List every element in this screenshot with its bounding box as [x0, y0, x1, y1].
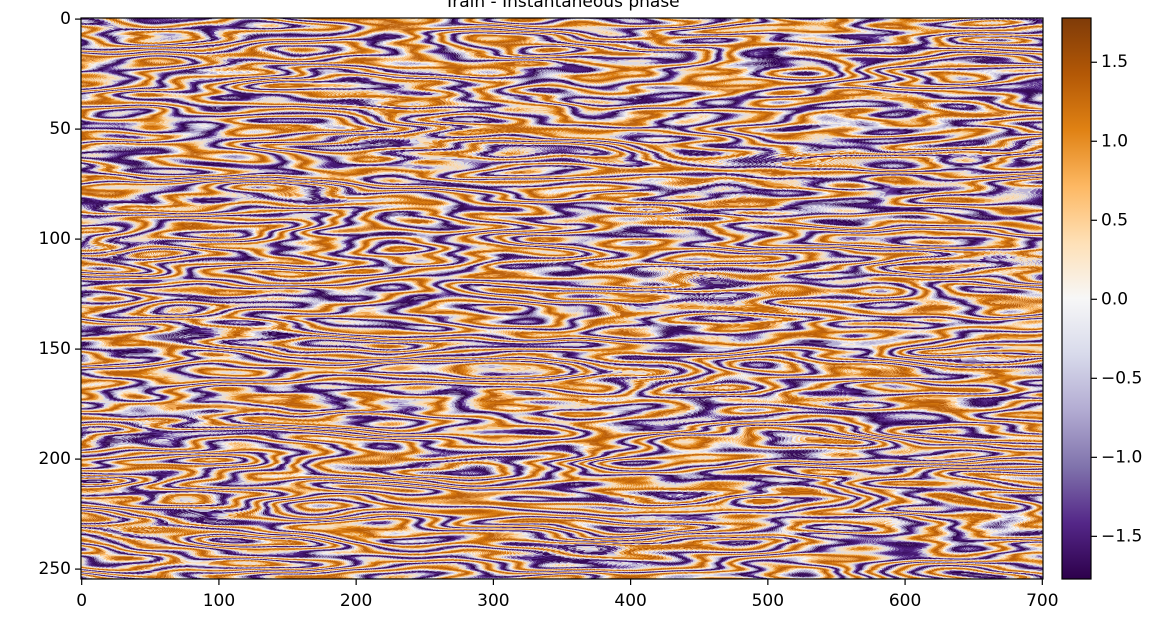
colorbar-tick-label: 1.5	[1101, 52, 1128, 72]
y-tick-label: 150	[39, 339, 71, 359]
image-area	[81, 18, 1043, 579]
colorbar-tick-label: −1.0	[1101, 447, 1142, 467]
colorbar-tick-label: −0.5	[1101, 368, 1142, 388]
y-tick-label: 100	[39, 229, 71, 249]
x-tick-label: 600	[889, 591, 921, 611]
x-tick-label: 500	[752, 591, 784, 611]
seismic-image	[81, 18, 1043, 579]
colorbar-tick-label: 0.0	[1101, 289, 1128, 309]
y-tick-label: 200	[39, 449, 71, 469]
colorbar	[1061, 17, 1092, 580]
x-tick-label: 300	[477, 591, 509, 611]
x-tick-label: 0	[76, 591, 87, 611]
colorbar-tick-label: −1.5	[1101, 526, 1142, 546]
x-tick-label: 100	[203, 591, 235, 611]
chart-title: Train - Instantaneous phase	[443, 0, 679, 12]
colorbar-tick-label: 1.0	[1101, 131, 1128, 151]
y-tick-label: 250	[39, 559, 71, 579]
y-tick-label: 50	[49, 119, 71, 139]
x-tick-label: 700	[1026, 591, 1058, 611]
axes-frame	[80, 17, 1044, 580]
x-tick-label: 400	[614, 591, 646, 611]
x-tick-label: 200	[340, 591, 372, 611]
y-tick-label: 0	[60, 9, 71, 29]
colorbar-tick-label: 0.5	[1101, 210, 1128, 230]
